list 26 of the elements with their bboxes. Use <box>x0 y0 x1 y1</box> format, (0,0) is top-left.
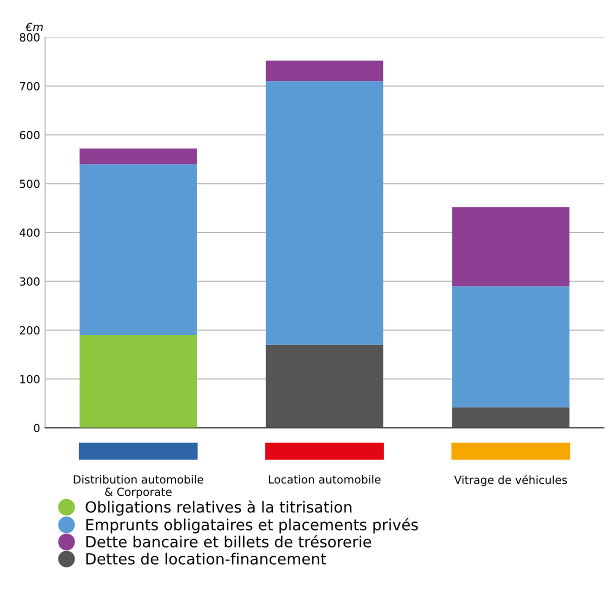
x-tick-label: Distribution automobile & Corporate <box>74 475 204 498</box>
bar <box>80 148 197 164</box>
bar <box>80 164 197 336</box>
y-tick-label: 100 <box>20 374 40 384</box>
y-tick-label: 200 <box>20 326 40 335</box>
y-tick-label: 300 <box>20 277 40 286</box>
legend-label: Dettes de location-financement <box>86 552 326 565</box>
y-tick-label: 400 <box>20 228 40 237</box>
legend-label: Emprunts obligataires et placements privés <box>86 518 418 534</box>
bar <box>266 344 384 428</box>
bar <box>452 207 570 286</box>
x-tick-label: Vitrage de véhicules <box>454 475 567 486</box>
legend-label: Obligations relatives à la titrisation <box>86 500 352 516</box>
x-tick-label: Location automobile <box>269 475 381 484</box>
bar <box>80 335 197 428</box>
bar <box>266 81 384 345</box>
bar <box>452 407 570 428</box>
bar <box>452 286 570 408</box>
legend-label: Dette bancaire et billets de trésorerie <box>86 535 372 548</box>
y-tick-label: 600 <box>20 130 40 140</box>
y-tick-label: 0 <box>34 424 40 432</box>
y-tick-label: 800 <box>20 33 40 42</box>
bar <box>266 60 384 82</box>
y-axis-title: €m <box>25 22 43 32</box>
y-tick-label: 700 <box>20 82 40 90</box>
y-tick-label: 500 <box>20 180 40 188</box>
